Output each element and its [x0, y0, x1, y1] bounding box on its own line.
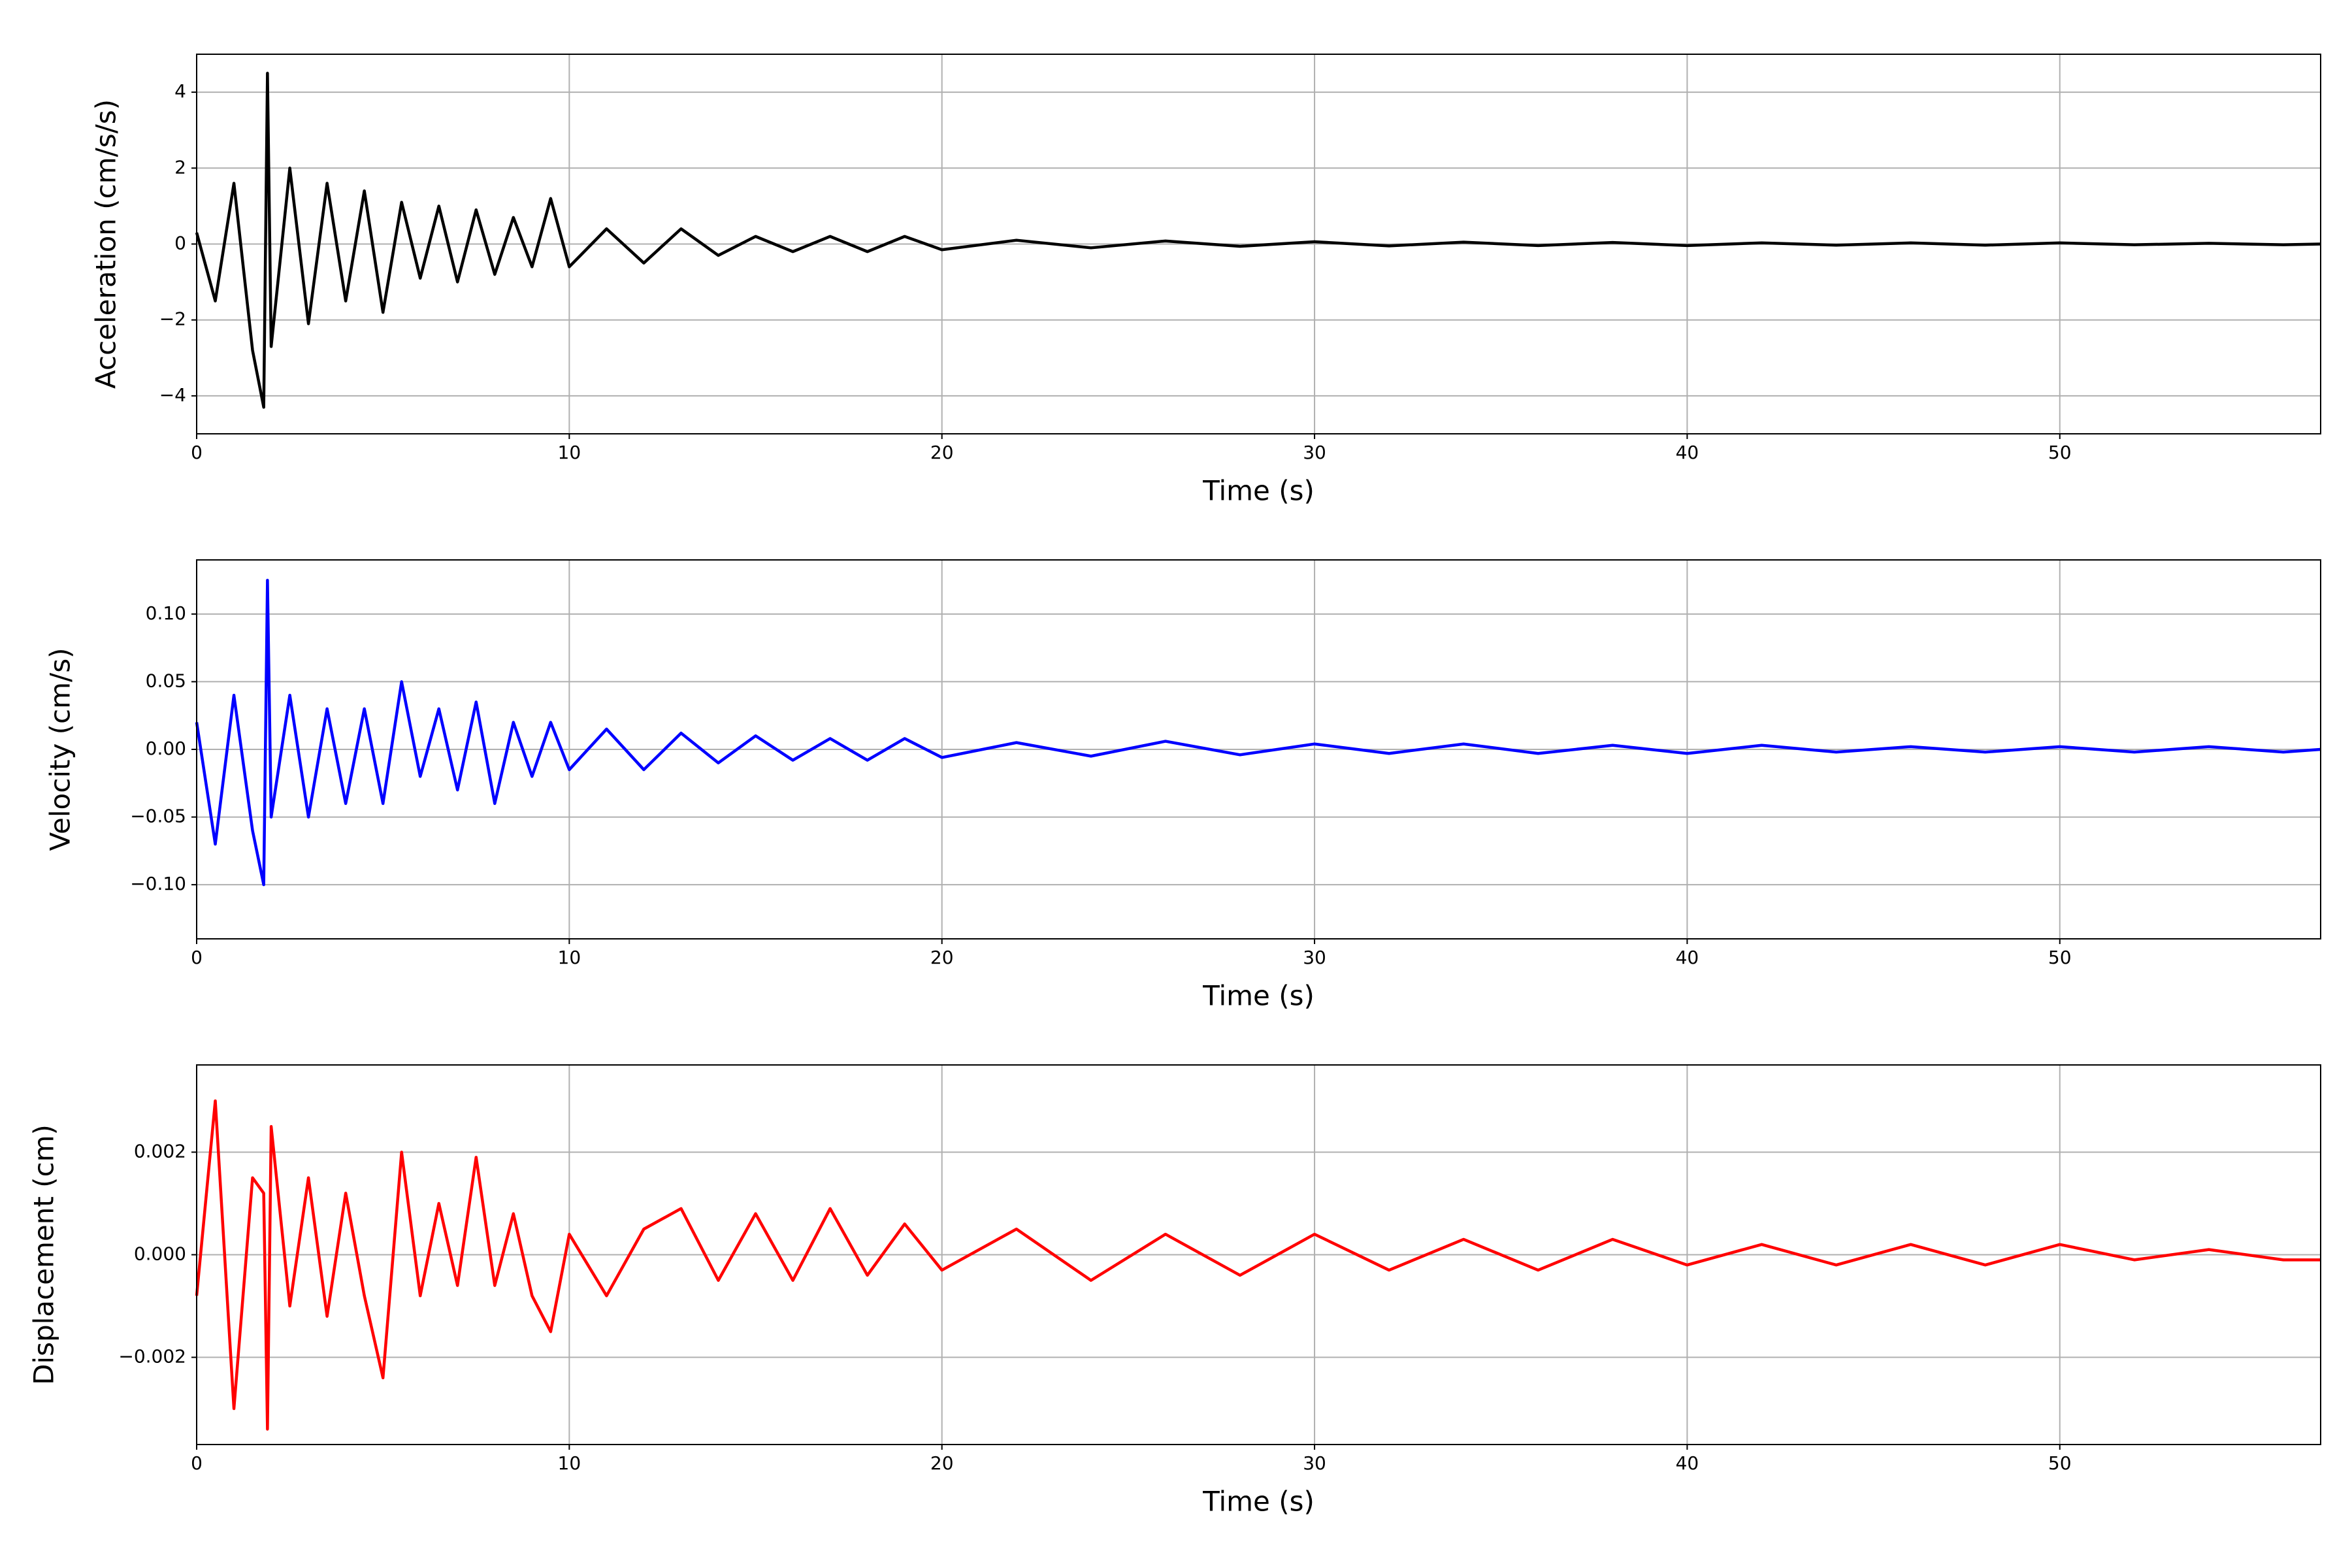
x-tick-label: 40	[1676, 947, 1699, 968]
x-tick-label: 0	[191, 947, 203, 968]
y-tick-label: 2	[174, 156, 186, 178]
x-axis-label: Time (s)	[1202, 475, 1315, 507]
x-tick-label: 10	[558, 1452, 581, 1474]
y-tick-label: 0.00	[146, 738, 186, 759]
x-tick-label: 30	[1303, 1452, 1326, 1474]
y-tick-label: 0.000	[134, 1243, 186, 1265]
axes-frame	[196, 1064, 2321, 1445]
y-tick-label: −4	[159, 384, 186, 406]
x-tick-label: 50	[2048, 947, 2072, 968]
x-tick-label: 0	[191, 442, 203, 463]
x-tick-label: 10	[558, 947, 581, 968]
x-tick-label: 40	[1676, 1452, 1699, 1474]
x-tick-label: 20	[930, 1452, 954, 1474]
x-tick-label: 50	[2048, 442, 2072, 463]
y-tick-label: 0	[174, 233, 186, 254]
y-tick-label: −0.002	[118, 1346, 186, 1367]
y-tick-label: 0.002	[134, 1140, 186, 1162]
x-axis-label: Time (s)	[1202, 1486, 1315, 1518]
x-tick-label: 30	[1303, 442, 1326, 463]
x-tick-label: 20	[930, 947, 954, 968]
x-tick-label: 40	[1676, 442, 1699, 463]
x-tick-label: 10	[558, 442, 581, 463]
data-line	[195, 578, 2321, 887]
y-tick-label: −0.05	[130, 806, 186, 827]
y-tick-label: 0.10	[146, 602, 186, 624]
data-line	[195, 71, 2321, 409]
x-tick-label: 50	[2048, 1452, 2072, 1474]
data-line	[195, 1099, 2321, 1431]
x-axis-label: Time (s)	[1202, 980, 1315, 1012]
axes-frame	[196, 559, 2321, 939]
x-tick-label: 30	[1303, 947, 1326, 968]
y-axis-label: Velocity (cm/s)	[44, 648, 76, 851]
y-tick-label: −0.10	[130, 873, 186, 894]
y-tick-label: 0.05	[146, 670, 186, 691]
y-axis-label: Displacement (cm)	[28, 1124, 60, 1385]
y-tick-label: 4	[174, 80, 186, 102]
y-tick-label: −2	[159, 308, 186, 330]
x-tick-label: 0	[191, 1452, 203, 1474]
y-axis-label: Acceleration (cm/s/s)	[90, 99, 122, 389]
x-tick-label: 20	[930, 442, 954, 463]
axes-frame	[196, 54, 2321, 434]
